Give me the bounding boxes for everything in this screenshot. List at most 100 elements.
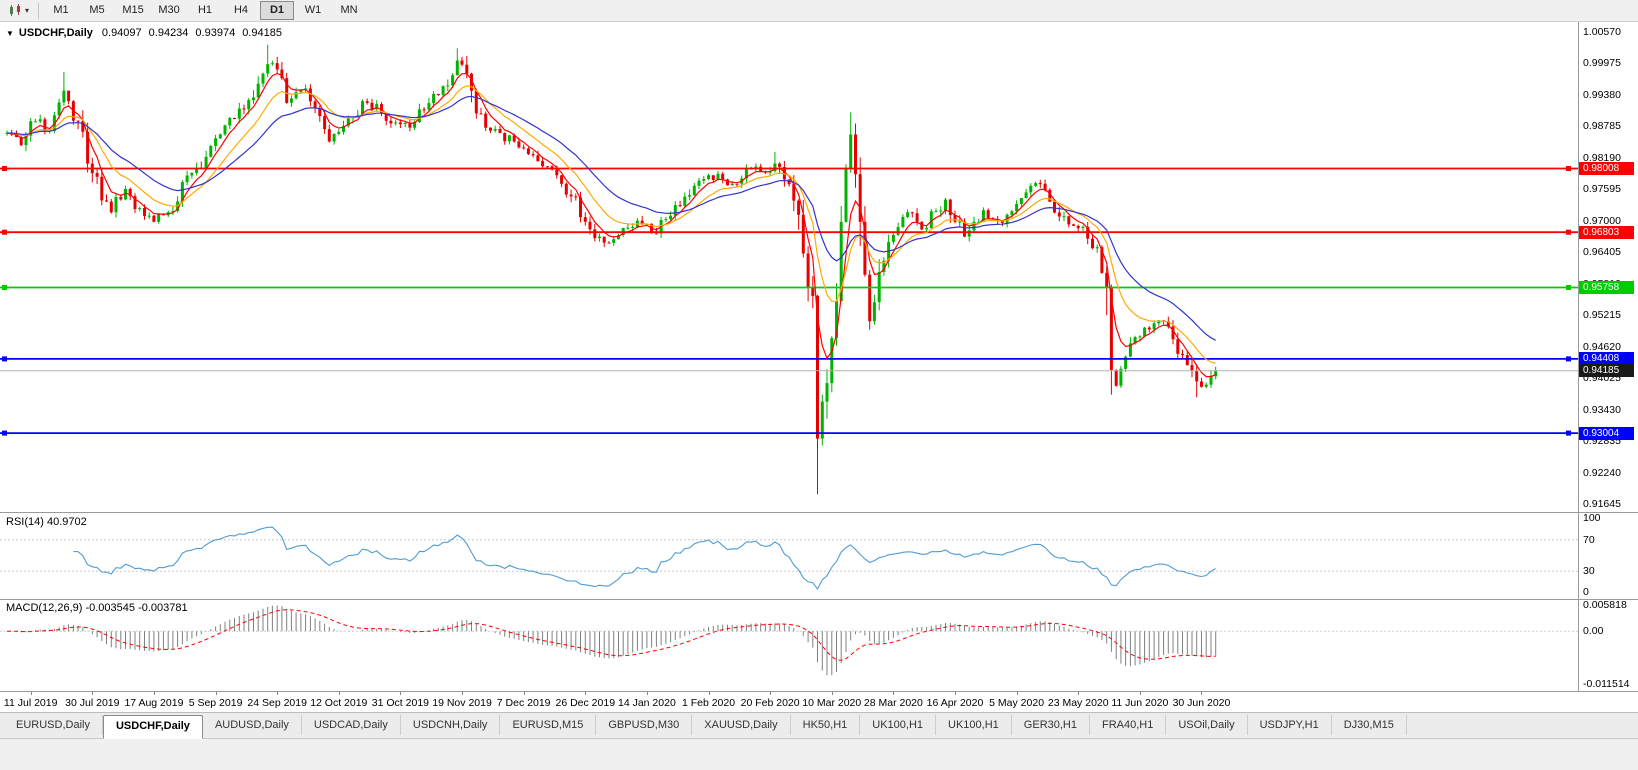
date-axis-tick xyxy=(1078,691,1080,695)
date-axis-label: 19 Nov 2019 xyxy=(432,697,492,709)
chart-tab-gbpusd-m30[interactable]: GBPUSD,M30 xyxy=(596,715,693,735)
period-button-w1[interactable]: W1 xyxy=(304,4,322,16)
chart-tab-eurusd-daily[interactable]: EURUSD,Daily xyxy=(4,715,103,735)
date-axis-label: 1 Feb 2020 xyxy=(681,697,736,709)
current-price-tag: 0.94185 xyxy=(1579,364,1634,378)
status-bar xyxy=(0,738,1638,770)
date-axis-tick xyxy=(646,691,648,695)
date-axis-tick xyxy=(153,691,155,695)
chart-tab-ger30-h1[interactable]: GER30,H1 xyxy=(1012,715,1090,735)
chart-tab-usdchf-daily[interactable]: USDCHF,Daily xyxy=(102,715,203,739)
period-button-m15[interactable]: M15 xyxy=(122,4,144,16)
macd-axis-label: -0.011514 xyxy=(1583,678,1630,690)
date-axis-label: 10 Mar 2020 xyxy=(802,697,862,709)
hline-price-tag: 0.98008 xyxy=(1579,161,1634,175)
date-axis-label: 30 Jun 2020 xyxy=(1172,697,1231,709)
macd-chart-canvas[interactable] xyxy=(0,599,1578,691)
price-axis-label: 0.91645 xyxy=(1583,498,1621,510)
chart-tab-uk100-h1[interactable]: UK100,H1 xyxy=(860,715,937,735)
date-axis-tick xyxy=(277,691,279,695)
candlestick-chart-icon xyxy=(10,4,20,16)
date-axis-label: 30 Jul 2019 xyxy=(65,697,120,709)
date-axis-label: 17 Aug 2019 xyxy=(124,697,184,709)
date-axis-tick xyxy=(770,691,772,695)
date-axis-label: 11 Jul 2019 xyxy=(3,697,58,709)
price-axis[interactable]: 1.00570 0.99975 0.99380 0.98785 0.98190 0.975… xyxy=(1579,22,1638,512)
price-axis-label: 0.99975 xyxy=(1583,57,1621,70)
macd-axis[interactable]: 0.005818 0.00 -0.011514 xyxy=(1579,599,1638,691)
date-axis-tick xyxy=(215,691,217,695)
date-axis-tick xyxy=(831,691,833,695)
macd-label: MACD(12,26,9) -0.003545 -0.003781 xyxy=(6,602,188,614)
rsi-axis-label: 70 xyxy=(1583,533,1595,546)
hline-price-tag: 0.93004 xyxy=(1579,426,1634,440)
price-axis-label: 0.97000 xyxy=(1583,214,1621,227)
price-axis-label: 0.94620 xyxy=(1583,340,1621,353)
chart-menu-icon[interactable]: ▼ xyxy=(6,28,14,38)
hline-price-tag: 0.95758 xyxy=(1579,280,1634,294)
date-axis-label: 11 Jun 2020 xyxy=(1111,697,1169,709)
date-axis-tick xyxy=(523,691,525,695)
chart-tab-usdcnh-daily[interactable]: USDCNH,Daily xyxy=(401,715,501,735)
panel-separator xyxy=(0,691,1638,692)
chart-tab-dj30-m15[interactable]: DJ30,M15 xyxy=(1332,715,1407,735)
chart-tab-usoil-daily[interactable]: USOil,Daily xyxy=(1166,715,1248,735)
chart-tab-usdjpy-h1[interactable]: USDJPY,H1 xyxy=(1248,715,1332,735)
date-axis-tick xyxy=(708,691,710,695)
period-button-m1[interactable]: M1 xyxy=(53,4,69,16)
period-button-h1[interactable]: H1 xyxy=(197,4,213,16)
charts-toolbar-icon[interactable]: ▾ xyxy=(4,3,33,18)
panel-separator[interactable] xyxy=(0,599,1638,600)
date-axis-label: 12 Oct 2019 xyxy=(310,697,368,709)
date-axis-tick xyxy=(585,691,587,695)
macd-axis-label: 0.005818 xyxy=(1583,599,1627,611)
rsi-axis-label: 30 xyxy=(1583,565,1595,578)
rsi-chart-canvas[interactable] xyxy=(0,512,1578,599)
hline-price-tag: 0.94408 xyxy=(1579,352,1634,366)
price-axis-label: 1.00570 xyxy=(1583,26,1621,38)
date-axis-label: 5 May 2020 xyxy=(989,697,1045,709)
ohlc-high: 0.94234 xyxy=(148,27,189,39)
date-axis-tick xyxy=(30,691,32,695)
date-axis[interactable]: 11 Jul 2019 30 Jul 2019 17 Aug 2019 5 Sep 2… xyxy=(0,691,1578,712)
price-axis-label: 0.92240 xyxy=(1583,466,1621,479)
chart-tab-usdcad-daily[interactable]: USDCAD,Daily xyxy=(302,715,401,735)
date-axis-tick xyxy=(955,691,956,695)
ohlc-open: 0.94097 xyxy=(101,27,142,39)
date-axis-label: 28 Mar 2020 xyxy=(863,697,923,709)
macd-axis-label: 0.00 xyxy=(1583,625,1604,638)
date-axis-tick xyxy=(338,691,340,695)
toolbar-separator xyxy=(38,2,40,19)
price-chart-canvas[interactable] xyxy=(0,22,1578,512)
period-button-m30[interactable]: M30 xyxy=(158,4,180,16)
chart-tab-uk100-h1[interactable]: UK100,H1 xyxy=(936,715,1012,735)
price-axis-label: 0.97595 xyxy=(1583,183,1621,196)
chart-tab-xauusd-daily[interactable]: XAUUSD,Daily xyxy=(692,715,791,735)
chart-tab-hk50-h1[interactable]: HK50,H1 xyxy=(791,715,861,735)
price-axis-label: 0.95215 xyxy=(1583,309,1621,322)
ohlc-low: 0.93974 xyxy=(195,27,236,39)
date-axis-tick xyxy=(462,691,464,695)
date-axis-tick xyxy=(1201,691,1203,695)
date-axis-label: 31 Oct 2019 xyxy=(371,697,430,709)
period-button-h4[interactable]: H4 xyxy=(233,4,249,16)
chart-tab-audusd-daily[interactable]: AUDUSD,Daily xyxy=(203,715,302,735)
date-axis-label: 23 May 2020 xyxy=(1047,697,1109,709)
price-axis-label: 0.98785 xyxy=(1583,120,1621,133)
panel-separator[interactable] xyxy=(0,512,1638,513)
period-button-m5[interactable]: M5 xyxy=(89,4,105,16)
date-axis-label: 7 Dec 2019 xyxy=(496,697,551,709)
rsi-axis-label: 0 xyxy=(1583,586,1589,598)
chart-symbol-label: USDCHF,Daily xyxy=(18,27,93,39)
period-button-mn[interactable]: MN xyxy=(340,4,358,16)
price-axis-label: 0.92835 xyxy=(1583,435,1621,448)
price-axis-label: 0.99380 xyxy=(1583,88,1621,101)
price-axis-label: 0.94025 xyxy=(1583,372,1621,385)
price-axis-label: 0.96405 xyxy=(1583,246,1621,259)
chart-tab-fra40-h1[interactable]: FRA40,H1 xyxy=(1090,715,1167,735)
period-button-d1[interactable]: D1 xyxy=(260,1,295,20)
chart-title: ▼ USDCHF,Daily 0.94097 0.94234 0.93974 0… xyxy=(6,27,289,39)
rsi-axis[interactable]: 100 70 30 0 xyxy=(1579,512,1638,599)
chart-tab-eurusd-m15[interactable]: EURUSD,M15 xyxy=(500,715,597,735)
